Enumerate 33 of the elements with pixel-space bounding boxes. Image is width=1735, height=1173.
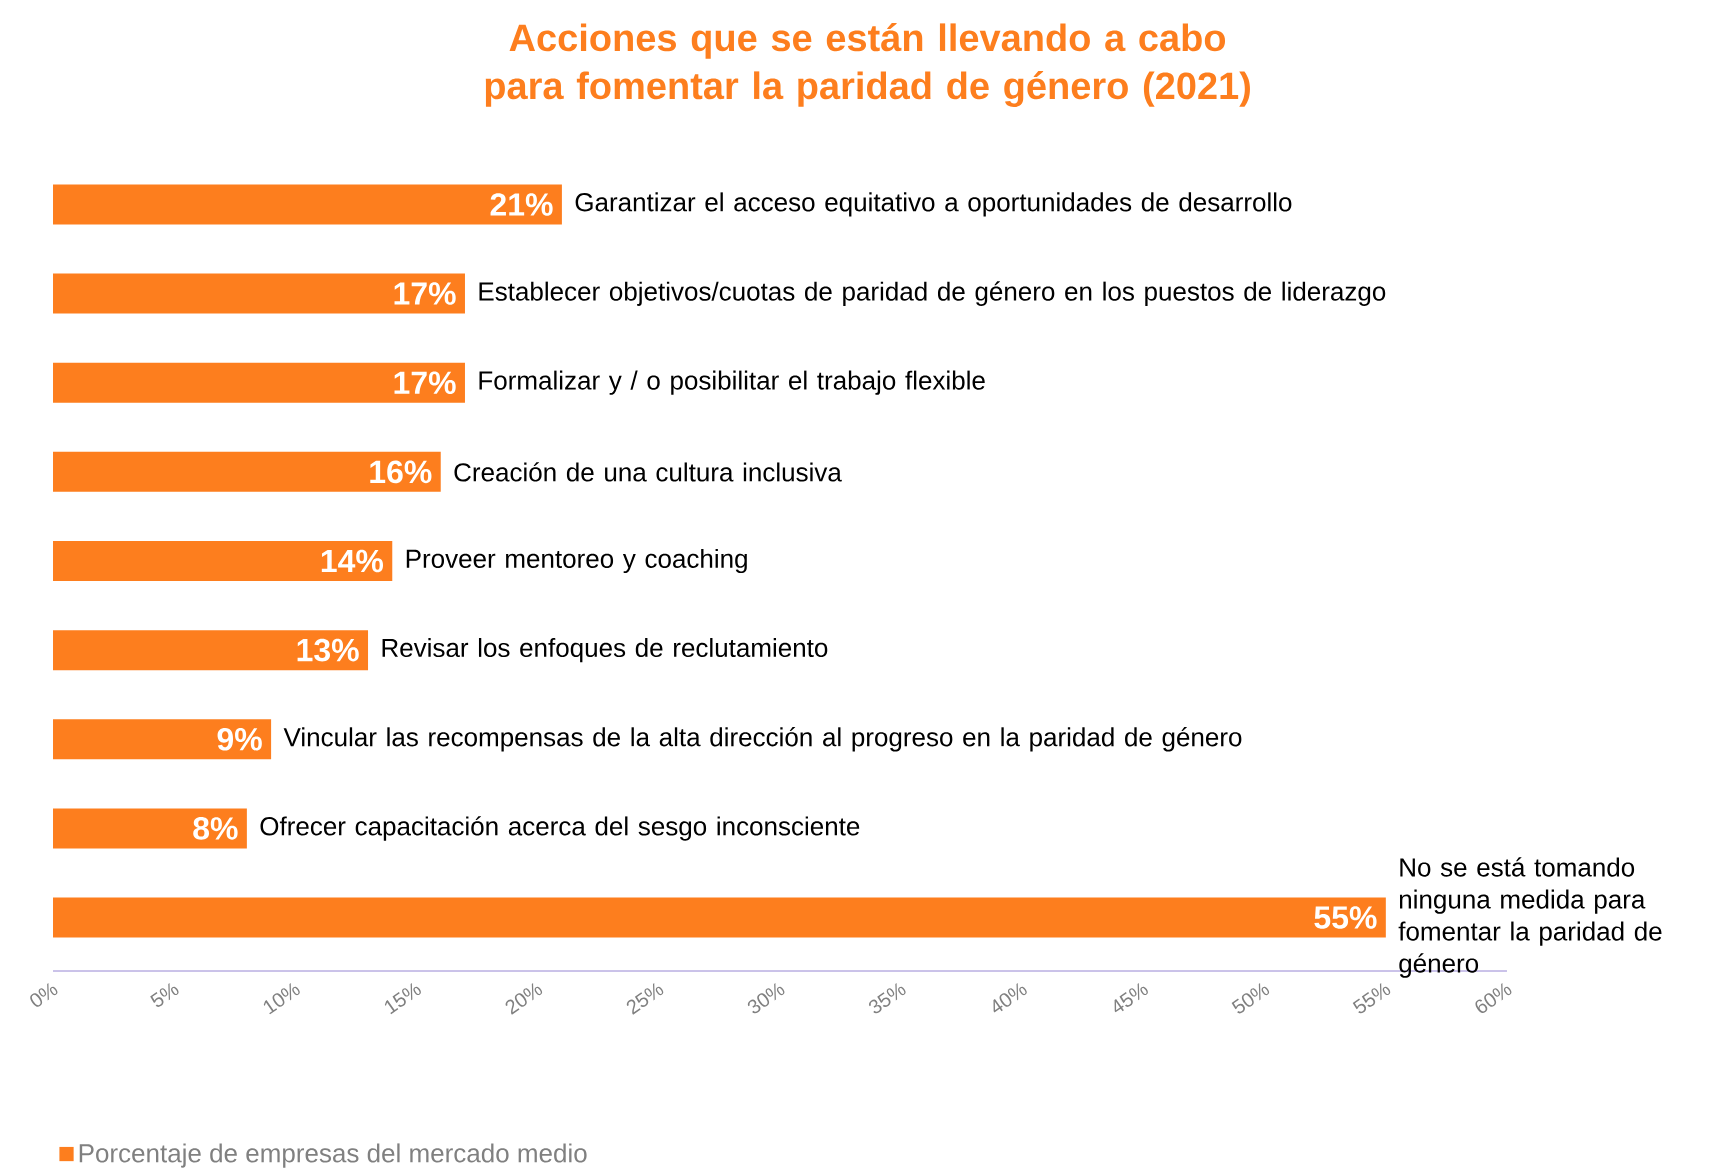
data-label: 16% (370, 460, 432, 484)
legend-label: Porcentaje de empresas del mercado medio (79, 1143, 587, 1168)
y-tick-label: Creación de una cultura inclusiva (454, 462, 842, 482)
data-label: 14% (321, 549, 384, 573)
y-tick-label: Ofrecer capacitación acerca del sesgo inconsciente (260, 816, 860, 841)
x-tick-label: 5% (150, 982, 179, 1007)
y-tick-label: Revisar los enfoques de reclutamiento (382, 637, 828, 663)
x-tick-label: 10% (263, 982, 300, 1015)
y-tick-label: Establecer objetivos/cuotas de paridad de género en los puestos de liderazgo (479, 281, 1386, 306)
x-tick-label: 15% (384, 982, 421, 1015)
x-tick-label: 45% (1114, 982, 1148, 1013)
data-label: 55% (1314, 906, 1377, 929)
x-tick-label: 35% (868, 982, 906, 1014)
x-tick-label: 60% (1475, 982, 1512, 1013)
chart-title: Acciones que se están llevando a cabo para fomentar la paridad de género (2021) (485, 22, 1250, 107)
x-tick-label: 0% (30, 982, 58, 1007)
y-tick-label: Proveer mentoreo y coaching (406, 548, 747, 574)
x-tick-label: 55% (1352, 982, 1391, 1014)
data-label: 17% (394, 282, 456, 305)
data-label: 17% (394, 371, 456, 394)
x-tick-label: 25% (626, 982, 664, 1015)
data-label: 21% (490, 193, 553, 216)
y-tick-label: Garantizar el acceso equitativo a oportunidades de desarrollo (575, 192, 1292, 217)
x-tick-label: 20% (505, 982, 543, 1015)
data-label: 9% (217, 727, 262, 751)
y-tick-label: Formalizar y / o posibilitar el trabajo flexible (479, 370, 985, 395)
x-tick-label: 30% (747, 982, 785, 1014)
y-tick-label: Vincular las recompensas de la alta dirección al progreso en la paridad de género (283, 726, 1242, 752)
x-tick-label: 40% (993, 982, 1027, 1013)
x-tick-label: 50% (1231, 982, 1270, 1014)
y-tick-label: No se está tomando ninguna medida para fomentar la paridad de género (1398, 857, 1662, 978)
data-label: 13% (297, 638, 359, 662)
data-label: 8% (193, 816, 238, 840)
